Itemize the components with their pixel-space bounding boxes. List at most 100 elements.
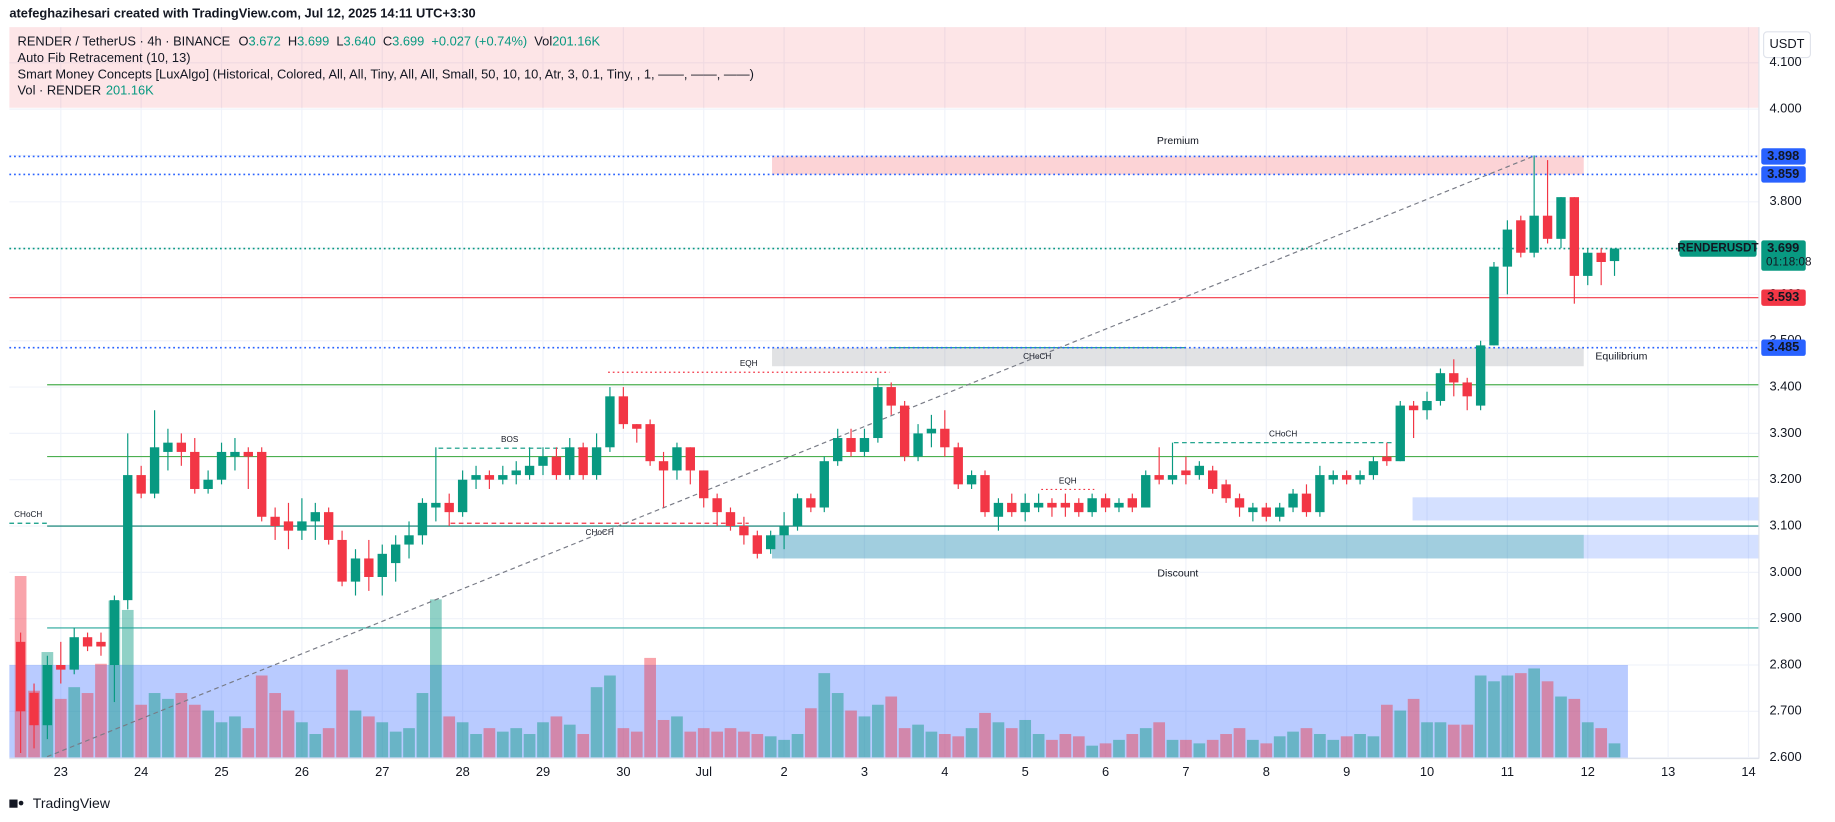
candle-body xyxy=(350,558,361,582)
volume-bar xyxy=(389,731,402,758)
volume-bar xyxy=(1541,681,1554,758)
candle-body xyxy=(1060,502,1071,508)
volume-bar xyxy=(577,734,590,758)
volume-bar xyxy=(1340,736,1353,758)
candle-body xyxy=(538,456,548,466)
volume-bar xyxy=(992,722,1005,758)
x-tick-label: 4 xyxy=(941,764,948,779)
axis-unit[interactable]: USDT xyxy=(1770,36,1805,51)
volume-bar xyxy=(202,710,214,758)
structure-label: EQH xyxy=(740,359,758,368)
volume-bar xyxy=(778,739,790,758)
candle-body xyxy=(859,438,870,452)
candle-body xyxy=(591,447,602,476)
candle-body xyxy=(1047,502,1057,508)
volume-bar xyxy=(1005,728,1018,758)
volume-bar xyxy=(630,731,643,758)
volume-bar xyxy=(697,728,710,758)
volume-bar xyxy=(403,728,415,758)
candle-body xyxy=(779,526,789,536)
candle-body xyxy=(257,451,267,517)
structure-label: CHoCH xyxy=(14,510,42,519)
volume-bar xyxy=(617,728,630,758)
volume-bar xyxy=(175,693,188,758)
candle-body xyxy=(136,475,146,494)
volume-bar xyxy=(510,728,523,758)
x-tick-label: 23 xyxy=(54,764,68,779)
candle-body xyxy=(993,502,1004,517)
candle-body xyxy=(1074,502,1084,513)
volume-bar xyxy=(309,734,322,758)
candle-body xyxy=(109,600,120,666)
y-tick-label: 3.300 xyxy=(1769,425,1801,440)
volume-bar xyxy=(952,736,965,758)
volume-bar xyxy=(885,696,898,758)
credit: atefeghazihesari created with TradingVie… xyxy=(9,6,475,21)
candle-body xyxy=(404,535,414,545)
candle-body xyxy=(1141,475,1151,508)
candle-body xyxy=(792,498,803,527)
volume-bar xyxy=(376,722,389,758)
volume-bar xyxy=(1273,736,1286,758)
x-tick-label: 27 xyxy=(375,764,389,779)
candle-body xyxy=(966,475,977,485)
volume-bar xyxy=(818,673,831,758)
structure-label: BOS xyxy=(501,435,519,444)
volume-bar xyxy=(282,710,295,758)
volume-bar xyxy=(1113,739,1125,758)
volume-bar xyxy=(965,728,978,758)
candle-body xyxy=(1355,475,1365,480)
volume-bar xyxy=(1086,745,1098,758)
volume-bar xyxy=(1139,728,1152,758)
volume-bar xyxy=(242,728,255,758)
volume-bar xyxy=(925,731,938,758)
volume-bar xyxy=(416,693,429,758)
candle-body xyxy=(1288,493,1298,508)
volume-bar xyxy=(1608,743,1621,758)
volume-bar xyxy=(1528,668,1540,758)
y-tick-label: 2.900 xyxy=(1769,610,1801,625)
x-tick-label: 5 xyxy=(1022,764,1029,779)
volume-bar xyxy=(1407,698,1420,758)
change: +0.027 (+0.74%) xyxy=(431,34,527,49)
volume-bar xyxy=(791,734,804,758)
candle-body xyxy=(123,475,133,601)
candle-body xyxy=(685,447,695,471)
volume-bar xyxy=(1019,719,1032,758)
volume-bar xyxy=(831,693,844,758)
zone xyxy=(9,27,1759,108)
volume-bar xyxy=(54,698,67,758)
plot-area: Premium Equilibrium Discount CHoCH BOS CHoCH E… xyxy=(9,27,1759,759)
candle-body xyxy=(297,521,307,531)
zone xyxy=(772,156,1584,175)
price-tag-label: 3.699 xyxy=(1767,240,1799,255)
x-tick-label: 7 xyxy=(1182,764,1189,779)
unit-box[interactable] xyxy=(1763,31,1812,59)
structure-label: CHoCH xyxy=(586,528,614,537)
zone-label: Discount xyxy=(1157,567,1198,579)
volume-bar xyxy=(711,731,723,758)
volume-bar xyxy=(470,734,482,758)
ohlc-value: 3.672 xyxy=(249,34,281,49)
candle-body xyxy=(806,498,816,508)
candle-body xyxy=(725,512,736,527)
candle-body xyxy=(1395,405,1405,462)
y-tick-label: 2.600 xyxy=(1769,749,1801,764)
candle-body xyxy=(712,498,722,513)
candle-body xyxy=(1154,475,1164,480)
x-tick-label: 26 xyxy=(295,764,309,779)
candle-body xyxy=(29,692,39,726)
volume-bar xyxy=(456,722,469,758)
x-tick-label: 25 xyxy=(214,764,228,779)
structure-label: CHoCH xyxy=(1269,430,1297,439)
ohlc-key: H xyxy=(288,34,297,49)
x-tick-label: 30 xyxy=(616,764,630,779)
volume-bar xyxy=(1367,736,1380,758)
candle-body xyxy=(940,428,950,448)
volume-bar xyxy=(269,693,281,758)
candle-body xyxy=(417,502,428,536)
volume-bar xyxy=(1032,734,1045,758)
legend-line: RENDER / TetherUS · 4h · BINANCE O3.672 … xyxy=(18,34,601,49)
volume-bar xyxy=(1260,743,1273,758)
